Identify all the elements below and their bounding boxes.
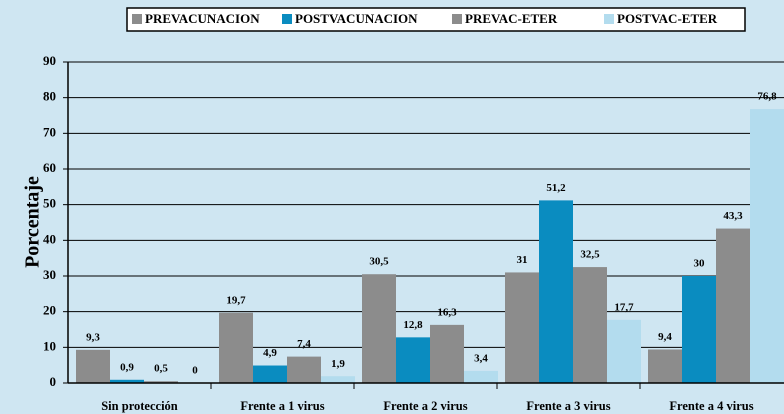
legend-label: PREVAC-ETER xyxy=(465,11,558,26)
value-label: 0,5 xyxy=(154,363,168,375)
value-label: 3,4 xyxy=(474,352,488,364)
x-tick-label: Sin protección xyxy=(101,399,178,413)
bar xyxy=(430,324,464,383)
legend-swatch xyxy=(132,14,142,24)
bar xyxy=(396,337,430,383)
bar xyxy=(573,267,607,383)
y-tick-label: 0 xyxy=(50,374,57,389)
value-label: 31 xyxy=(517,254,528,266)
y-tick-label: 90 xyxy=(43,53,56,68)
y-tick-label: 10 xyxy=(43,338,56,353)
y-tick-label: 50 xyxy=(43,196,56,211)
value-label: 43,3 xyxy=(723,210,743,222)
bar xyxy=(505,272,539,383)
legend-label: POSTVAC-ETER xyxy=(617,11,718,26)
value-label: 9,3 xyxy=(86,331,100,343)
x-tick-label: Frente a 3 virus xyxy=(526,399,610,413)
bar xyxy=(539,200,573,383)
legend-swatch xyxy=(452,14,462,24)
value-label: 12,8 xyxy=(403,319,423,331)
bar xyxy=(648,349,682,383)
bar xyxy=(464,370,498,383)
legend-label: PREVACUNACION xyxy=(145,11,260,26)
bar xyxy=(682,276,716,383)
bar xyxy=(287,356,321,383)
value-label: 51,2 xyxy=(546,182,566,194)
value-label: 30 xyxy=(694,258,706,270)
x-tick-label: Frente a 1 virus xyxy=(240,399,324,413)
legend-swatch xyxy=(282,14,292,24)
bar xyxy=(750,109,784,383)
x-tick-label: Frente a 2 virus xyxy=(383,399,467,413)
y-tick-label: 80 xyxy=(43,89,56,104)
y-tick-label: 40 xyxy=(43,231,56,246)
y-tick-label: 20 xyxy=(43,303,56,318)
bar xyxy=(76,349,110,383)
bar xyxy=(362,274,396,383)
value-label: 19,7 xyxy=(226,294,246,306)
bar xyxy=(253,365,287,383)
y-tick-label: 30 xyxy=(43,267,56,282)
value-label: 0,9 xyxy=(120,361,134,373)
bar xyxy=(110,379,144,383)
bar xyxy=(144,381,178,383)
value-label: 16,3 xyxy=(437,306,457,318)
value-label: 76,8 xyxy=(757,91,777,103)
legend-box xyxy=(126,7,746,32)
value-label: 9,4 xyxy=(658,331,672,343)
value-label: 0 xyxy=(192,365,198,377)
value-label: 7,4 xyxy=(297,338,311,350)
bar xyxy=(219,312,253,383)
legend-swatch xyxy=(604,14,614,24)
value-label: 17,7 xyxy=(614,301,634,313)
y-tick-label: 60 xyxy=(43,160,56,175)
legend-label: POSTVACUNACION xyxy=(295,11,418,26)
bar xyxy=(607,319,641,383)
value-label: 1,9 xyxy=(331,358,345,370)
x-tick-label: Frente a 4 virus xyxy=(669,399,753,413)
y-tick-label: 70 xyxy=(43,124,56,139)
bar xyxy=(321,376,355,383)
bar xyxy=(716,228,750,383)
value-label: 4,9 xyxy=(263,347,277,359)
y-axis-title: Porcentaje xyxy=(22,176,44,268)
value-label: 32,5 xyxy=(580,249,600,261)
value-label: 30,5 xyxy=(369,256,389,268)
